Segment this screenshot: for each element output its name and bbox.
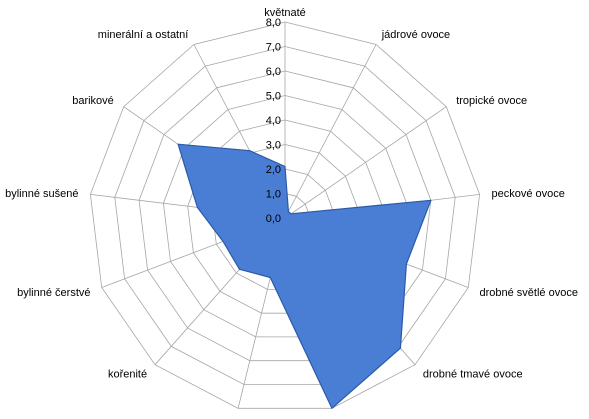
grid-ring	[162, 95, 408, 338]
radial-tick-label: 1,0	[266, 189, 281, 201]
category-label: kořenité	[108, 369, 147, 381]
radial-tick-label: 2,0	[266, 164, 281, 176]
category-label: květnaté	[264, 7, 306, 19]
grid-ring	[138, 70, 432, 362]
radial-tick-label: 5,0	[266, 91, 281, 103]
series-area	[177, 143, 432, 409]
grid-ring	[89, 21, 481, 409]
grid-ring	[114, 46, 456, 385]
category-labels: květnaté jádrové ovoce tropické ovoce pecko…	[5, 7, 578, 381]
category-label: barikové	[72, 95, 114, 107]
radar-series	[177, 143, 432, 409]
radial-tick-label: 8,0	[266, 17, 281, 29]
category-label: drobné tmavé ovoce	[423, 369, 523, 381]
category-label: bylinné čerstvé	[17, 287, 90, 299]
radial-tick-label: 3,0	[266, 140, 281, 152]
category-label: peckové ovoce	[492, 188, 565, 200]
category-label: tropické ovoce	[456, 95, 527, 107]
grid-spoke	[284, 44, 377, 219]
radial-tick-label: 6,0	[266, 66, 281, 78]
category-label: bylinné sušené	[5, 188, 78, 200]
grid-spoke	[284, 106, 447, 219]
radial-tick-label: 7,0	[266, 42, 281, 54]
category-label: drobné světlé ovoce	[480, 287, 578, 299]
category-label: jádrové ovoce	[381, 29, 451, 41]
radial-tick-label: 4,0	[266, 115, 281, 127]
radial-axis: 0,0 1,0 2,0 3,0 4,0 5,0 6,0 7,0 8,0	[266, 17, 281, 225]
category-label: minerální a ostatní	[98, 29, 189, 41]
radial-tick-label: 0,0	[266, 213, 281, 225]
